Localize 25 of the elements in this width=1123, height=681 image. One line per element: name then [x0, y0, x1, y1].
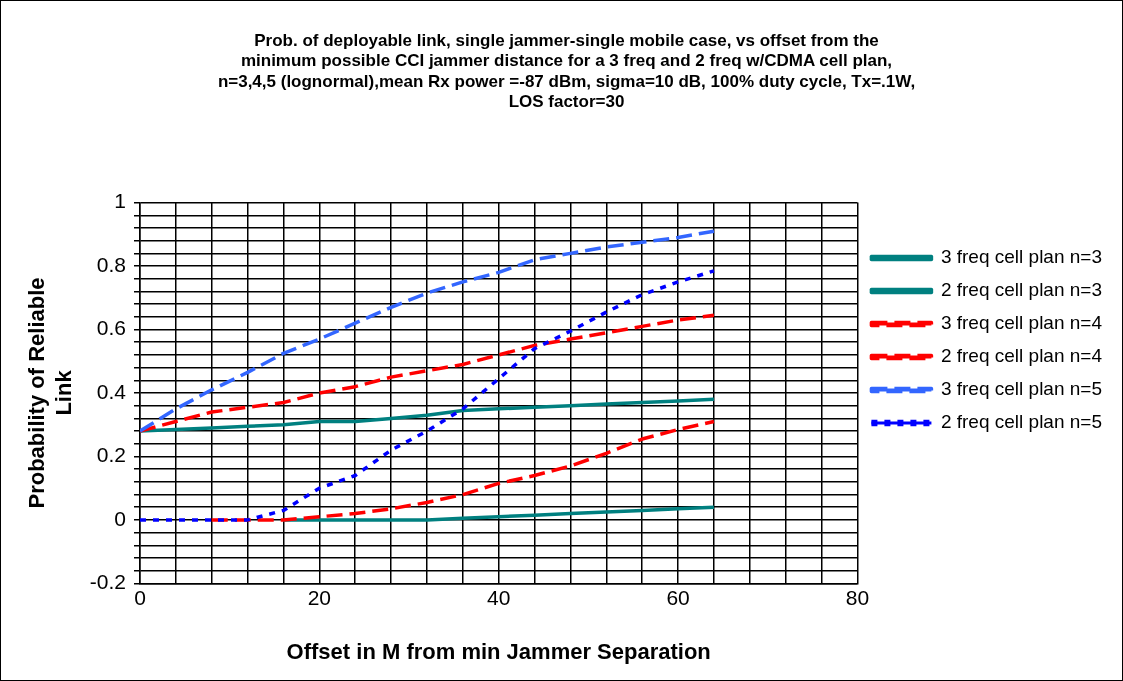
x-tick-label: 0: [134, 585, 146, 609]
line-series: [139, 229, 716, 433]
legend-label: 2 freq cell plan n=4: [940, 345, 1103, 367]
line-series: [139, 313, 716, 433]
x-tick-label: 40: [487, 585, 511, 609]
legend-label: 3 freq cell plan n=3: [940, 246, 1103, 268]
x-tick-label: 60: [666, 585, 690, 609]
legend-label: 2 freq cell plan n=3: [940, 279, 1103, 301]
chart-title: Prob. of deployable link, single jammer-single mobile case, vs offset from the minimum possible CCI jammer distance for a 3 freq and 2 freq w/CDMA cell plan, n=3,4,5 (lognormal),mean Rx power =-87 dBm, sigma=10 dB, 100% duty cycle, Tx=.1W, LOS factor=30: [217, 30, 916, 112]
y-tick-label: 0: [114, 506, 126, 530]
x-axis-title: Offset in M from min Jammer Separation: [286, 638, 711, 664]
x-tick-label: 20: [307, 585, 332, 609]
y-tick-label: 1: [114, 189, 126, 213]
y-tick-label: -0.2: [89, 570, 126, 594]
y-tick-label: 0.4: [96, 379, 127, 403]
y-tick-label: 0.2: [96, 443, 126, 467]
y-axis-title: Probability of Reliable Link: [24, 277, 76, 509]
y-tick-label: 0.6: [96, 316, 126, 340]
legend-label: 2 freq cell plan n=5: [940, 411, 1103, 433]
x-tick-label: 80: [845, 585, 870, 609]
legend-label: 3 freq cell plan n=5: [940, 378, 1103, 400]
line-series: [139, 269, 716, 522]
y-tick-label: 0.8: [96, 252, 126, 276]
line-series: [209, 419, 716, 522]
legend-label: 3 freq cell plan n=4: [940, 312, 1103, 334]
